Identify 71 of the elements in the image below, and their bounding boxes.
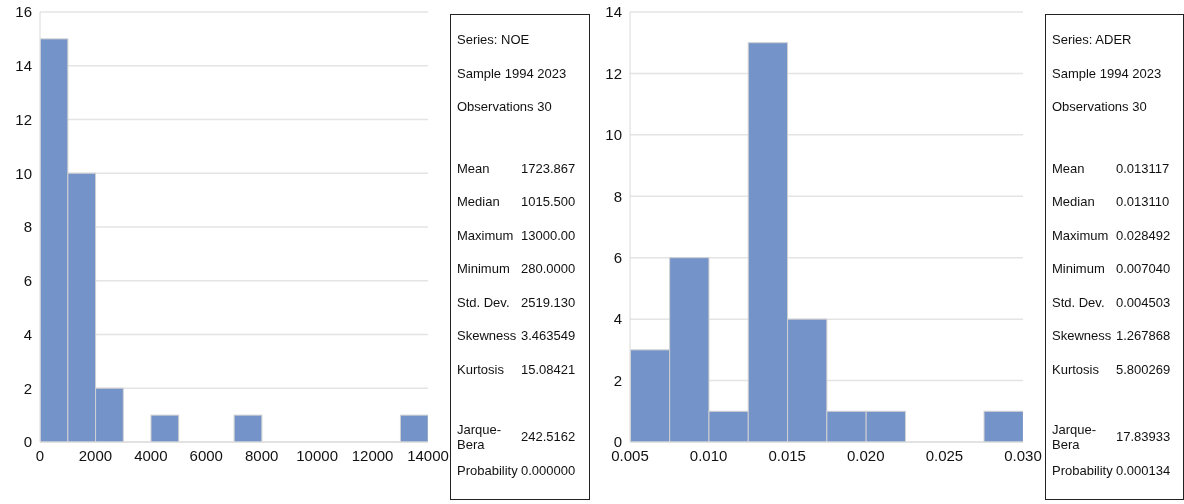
category-label: Maximum [457, 227, 515, 243]
text: Sample 1994 2023 [1052, 64, 1163, 83]
text: 0.000000 [521, 462, 576, 478]
category-label: Median [457, 194, 501, 210]
category-label: Maximum [1052, 227, 1110, 243]
category-label: Jarque-Bera [457, 421, 503, 452]
category-label: Mean [457, 160, 491, 176]
y-tick-label: 4 [23, 325, 32, 343]
category-label: Minimum [457, 261, 511, 277]
y-tick-label: 6 [23, 272, 32, 290]
category-label: Probability [457, 462, 519, 478]
category-label: Median [1052, 194, 1096, 210]
text: Series: NOE [457, 31, 531, 50]
text: Series: ADER [1052, 31, 1133, 50]
x-tick-label: 0.030 [1004, 446, 1042, 464]
x-tick-label: 2000 [78, 446, 113, 464]
y-tick-label: 0 [23, 433, 32, 451]
x-tick-label: 8000 [245, 446, 279, 464]
text: 0.004503 [1116, 294, 1171, 310]
x-tick-label: 0.020 [847, 446, 885, 464]
text: 5.800269 [1116, 361, 1171, 377]
text: 0.013117 [1116, 160, 1170, 176]
text: 17.83933 [1116, 429, 1171, 445]
y-tick-label: 14 [605, 3, 622, 21]
x-tick-label: 10000 [296, 446, 338, 464]
x-tick-label: 0.010 [689, 446, 728, 464]
text: 0.028492 [1116, 227, 1171, 243]
text: Observations 30 [1052, 98, 1148, 117]
y-tick-label: 16 [15, 3, 32, 21]
text: 15.08421 [521, 361, 576, 377]
text: 2519.130 [521, 294, 576, 310]
x-tick-label: 14000 [407, 446, 449, 464]
category-label: Kurtosis [1052, 361, 1100, 377]
text: 0.013110 [1116, 194, 1170, 210]
y-tick-label: 6 [613, 249, 622, 267]
x-tick-label: 6000 [189, 446, 223, 464]
y-tick-label: 12 [15, 110, 32, 128]
text: 0.007040 [1116, 261, 1171, 277]
x-tick-label: 4000 [134, 446, 168, 464]
x-tick-label: 12000 [351, 446, 394, 464]
y-tick-label: 2 [613, 371, 622, 389]
text: 13000.00 [521, 227, 576, 243]
category-label: Std. Dev. [1052, 294, 1106, 310]
y-tick-label: 14 [15, 57, 32, 75]
y-tick-label: 10 [605, 126, 622, 144]
y-tick-label: 4 [613, 310, 622, 328]
text: 1723.867 [521, 160, 576, 176]
y-tick-label: 12 [605, 64, 622, 82]
category-label: Std. Dev. [457, 294, 511, 310]
category-label: Kurtosis [457, 361, 505, 377]
category-label: Minimum [1052, 261, 1106, 277]
text: 1.267868 [1116, 328, 1171, 344]
text: 1015.500 [521, 194, 576, 210]
y-tick-label: 2 [23, 379, 32, 397]
text: 280.0000 [521, 261, 576, 277]
text: 242.5162 [521, 429, 576, 445]
text: Sample 1994 2023 [457, 64, 568, 83]
category-label: Skewness [457, 328, 518, 344]
category-label: Jarque-Bera [1052, 421, 1098, 452]
x-tick-label: 0 [35, 446, 45, 464]
category-label: Probability [1052, 462, 1114, 478]
x-tick-label: 0.015 [768, 446, 806, 464]
text: Observations 30 [457, 98, 553, 117]
y-tick-label: 10 [15, 164, 32, 182]
category-label: Skewness [1052, 328, 1113, 344]
text: 3.463549 [521, 328, 576, 344]
y-tick-label: 8 [613, 187, 622, 205]
text: 0.000134 [1116, 462, 1171, 478]
x-tick-label: 0.025 [925, 446, 964, 464]
category-label: Mean [1052, 160, 1086, 176]
y-tick-label: 8 [23, 218, 32, 236]
